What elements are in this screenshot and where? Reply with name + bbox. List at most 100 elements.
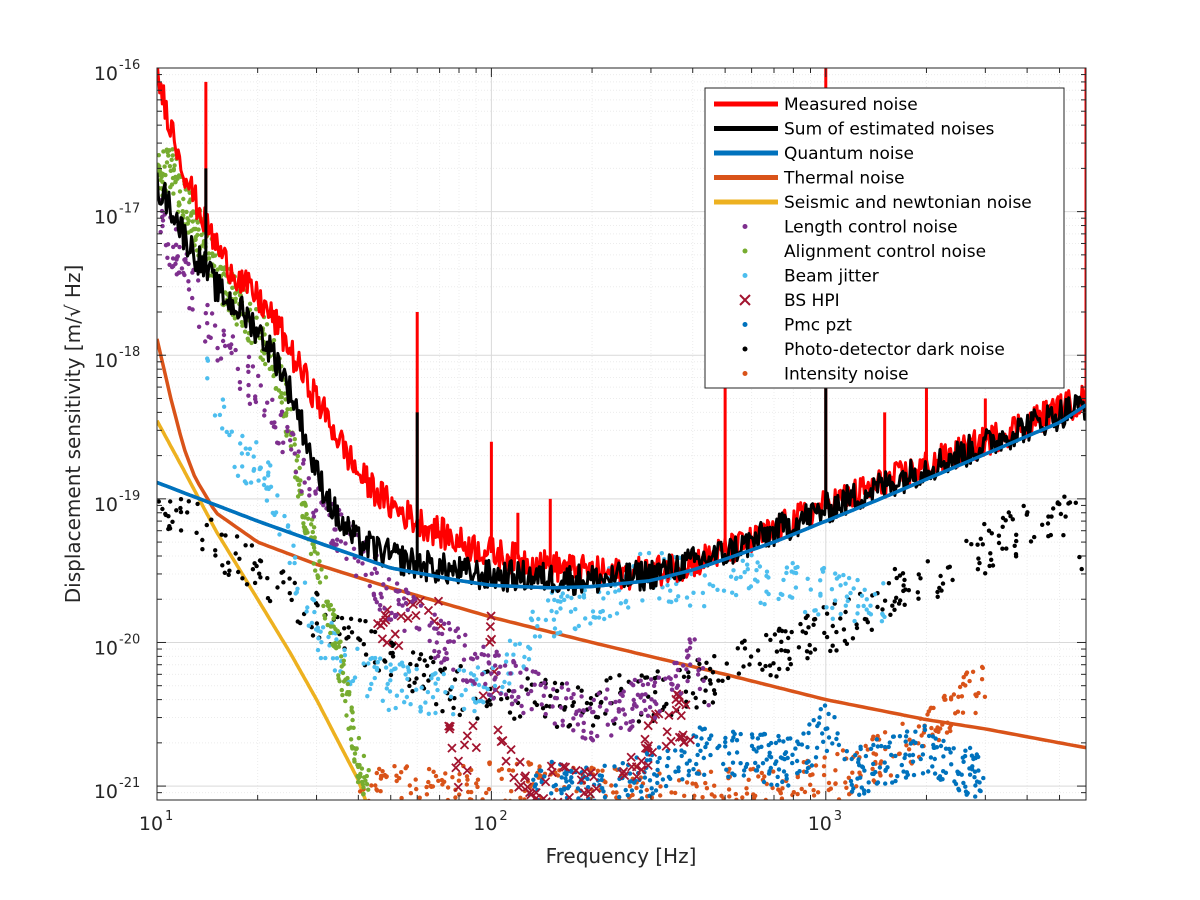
series-marker: [918, 716, 923, 721]
series-marker: [551, 687, 556, 692]
series-marker: [835, 731, 840, 736]
series-marker: [278, 412, 283, 418]
series-marker: [510, 768, 516, 773]
series-marker: [388, 651, 393, 656]
series-marker: [959, 772, 964, 777]
series-marker: [254, 307, 259, 312]
series-marker: [412, 680, 417, 685]
y-tick-exponent: -21: [119, 776, 140, 791]
series-marker: [669, 599, 674, 605]
series-marker: [843, 609, 848, 615]
series-marker: [826, 735, 832, 740]
series-marker: [493, 725, 503, 735]
series-marker: [931, 742, 936, 748]
series-marker: [779, 639, 784, 644]
series-marker: [341, 658, 346, 663]
series-marker: [302, 480, 307, 485]
series-marker: [949, 762, 954, 767]
series-marker: [178, 505, 183, 511]
series-marker: [384, 686, 389, 691]
series-marker: [814, 745, 820, 750]
series-marker: [679, 748, 684, 753]
series-marker: [866, 780, 871, 785]
series-marker: [570, 703, 575, 708]
series-marker: [451, 639, 456, 644]
series-marker: [336, 673, 341, 678]
series-marker: [359, 766, 365, 771]
series-marker: [433, 681, 438, 686]
series-marker: [972, 769, 978, 774]
series-marker: [559, 681, 565, 687]
series-quantum-noise: [157, 403, 1086, 590]
legend-label: Quantum noise: [784, 144, 914, 164]
series-marker: [588, 621, 593, 626]
series-marker: [558, 787, 563, 792]
series-marker: [422, 658, 427, 663]
series-marker: [881, 581, 886, 586]
series-marker: [544, 703, 549, 709]
series-marker: [525, 676, 530, 681]
series-marker: [918, 756, 923, 762]
series-marker: [178, 528, 184, 533]
series-marker: [721, 588, 727, 593]
series-marker: [813, 755, 819, 760]
series-marker: [726, 751, 732, 756]
series-marker: [227, 432, 232, 438]
series-marker: [781, 769, 787, 774]
series-marker: [674, 598, 679, 603]
series-marker: [828, 648, 833, 654]
series-marker: [700, 590, 706, 596]
series-marker: [553, 782, 558, 788]
y-tick-exponent: -16: [119, 58, 140, 73]
series-marker: [289, 447, 294, 452]
series-marker: [640, 734, 650, 744]
series-marker: [613, 716, 618, 721]
series-marker: [160, 223, 165, 229]
series-marker: [685, 678, 690, 684]
series-marker: [857, 792, 862, 797]
series-marker: [734, 750, 740, 755]
series-marker: [256, 373, 261, 379]
series-marker: [372, 629, 378, 635]
series-marker: [941, 738, 946, 744]
series-marker: [450, 775, 455, 780]
series-marker: [251, 454, 256, 459]
series-marker: [262, 413, 267, 418]
series-marker: [184, 209, 189, 215]
series-marker: [305, 605, 310, 610]
series-marker: [996, 540, 1002, 546]
legend-label: Thermal noise: [783, 169, 905, 189]
series-marker: [205, 302, 210, 308]
series-marker: [294, 458, 299, 463]
series-marker: [681, 700, 691, 710]
series-marker: [560, 762, 571, 772]
series-marker: [892, 599, 897, 604]
series-marker: [285, 424, 290, 430]
series-marker: [693, 695, 698, 701]
series-marker: [832, 715, 837, 720]
series-marker: [410, 689, 415, 694]
series-marker: [790, 752, 795, 757]
series-marker: [542, 680, 547, 685]
series-marker: [784, 776, 789, 781]
series-marker: [695, 672, 701, 677]
series-marker: [631, 762, 642, 772]
series-marker: [830, 605, 835, 611]
legend-swatch: [742, 248, 748, 254]
series-marker: [1061, 533, 1066, 538]
series-marker: [279, 409, 285, 414]
series-marker: [343, 541, 348, 546]
series-marker: [270, 397, 275, 402]
series-marker: [904, 743, 909, 748]
series-marker: [301, 457, 306, 463]
series-marker: [386, 707, 391, 713]
series-marker: [426, 766, 432, 772]
series-marker: [887, 740, 892, 745]
legend-item-length-control-noise: Length control noise: [742, 218, 958, 238]
series-marker: [288, 438, 293, 443]
series-marker: [311, 545, 317, 550]
series-marker: [295, 586, 300, 591]
series-marker: [688, 662, 693, 667]
series-marker: [777, 789, 783, 794]
series-marker: [249, 340, 254, 346]
